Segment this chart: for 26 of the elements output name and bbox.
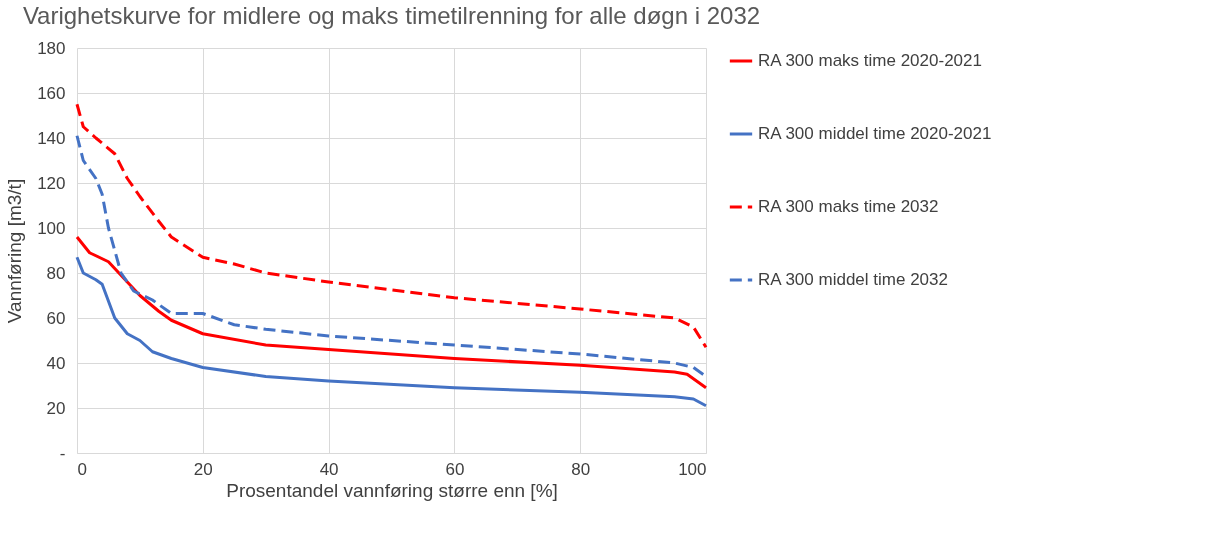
line-series — [75, 235, 708, 390]
legend-label: RA 300 maks time 2032 — [758, 197, 939, 216]
x-tick-label: 80 — [571, 459, 591, 479]
y-tick-label: 60 — [46, 308, 66, 328]
line-series — [75, 102, 708, 349]
x-tick-label: 60 — [445, 459, 465, 479]
x-axis-title: Prosentandel vannføring større enn [%] — [226, 479, 558, 501]
y-tick-label: 180 — [37, 38, 66, 58]
x-tick-label: 40 — [319, 459, 339, 479]
legend-label: RA 300 middel time 2032 — [758, 270, 948, 289]
y-axis-title: Vannføring [m3/t] — [4, 178, 26, 324]
legend-label: RA 300 middel time 2020-2021 — [758, 124, 992, 143]
y-tick-label: 20 — [46, 398, 66, 418]
x-tick-label: 20 — [193, 459, 213, 479]
y-tick-label: 80 — [46, 263, 66, 283]
x-tick-label: 0 — [77, 459, 87, 479]
y-tick-label: 120 — [37, 173, 66, 193]
legend-label: RA 300 maks time 2020-2021 — [758, 51, 982, 70]
y-tick-label: 160 — [37, 83, 66, 103]
y-tick-label: - — [59, 443, 66, 463]
y-tick-label: 40 — [46, 353, 66, 373]
y-tick-label: 100 — [37, 218, 66, 238]
line-series — [75, 255, 708, 408]
x-tick-label: 100 — [678, 459, 707, 479]
y-tick-label: 140 — [37, 128, 66, 148]
chart-title: Varighetskurve for midlere og maks timetilrenning for alle døgn i 2032 — [22, 2, 761, 29]
